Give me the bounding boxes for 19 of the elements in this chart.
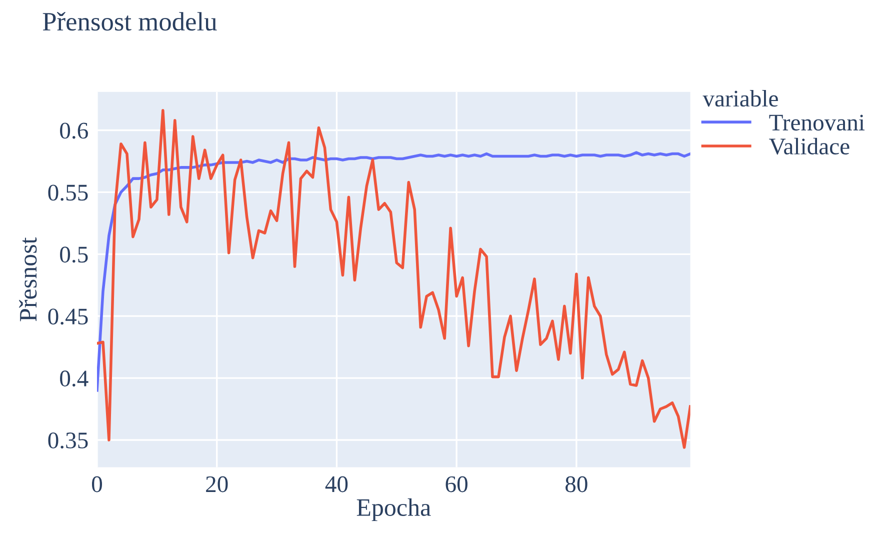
y-tick-label: 0.6 xyxy=(60,122,88,139)
x-tick-label: 0 xyxy=(92,476,102,492)
x-tick-label: 60 xyxy=(446,476,468,492)
y-tick-label: 0.45 xyxy=(48,308,88,325)
chart-title: Přensost modelu xyxy=(42,12,217,31)
y-axis-title: Přesnost xyxy=(19,237,37,322)
y-tick-label: 0.55 xyxy=(48,184,88,201)
line-series xyxy=(96,109,690,449)
y-tick-label: 0.5 xyxy=(60,246,88,263)
x-tick-label: 40 xyxy=(325,476,348,492)
line-series xyxy=(96,151,690,392)
y-tick-label: 0.35 xyxy=(48,432,88,449)
y-tick-label: 0.4 xyxy=(60,370,88,387)
legend-label: Trenovani xyxy=(769,114,865,131)
x-axis-title: Epocha xyxy=(356,498,431,522)
x-tick-label: 80 xyxy=(566,476,588,492)
legend-label: Validace xyxy=(769,138,850,155)
legend-title: variable xyxy=(702,90,778,107)
x-tick-label: 20 xyxy=(206,476,228,492)
